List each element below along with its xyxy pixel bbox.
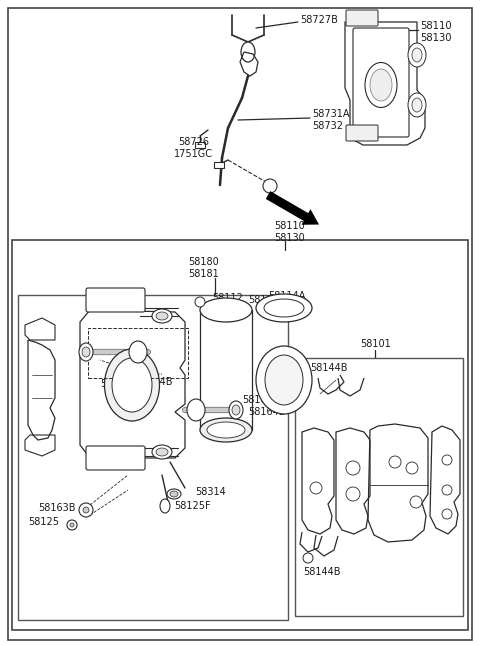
Ellipse shape (152, 445, 172, 459)
Bar (18, 295, 288, 620)
Ellipse shape (256, 294, 312, 322)
Circle shape (346, 461, 360, 475)
Text: 58727B: 58727B (300, 15, 338, 25)
Text: 58144B: 58144B (303, 567, 340, 577)
Ellipse shape (265, 355, 303, 405)
Ellipse shape (256, 346, 312, 414)
Circle shape (389, 456, 401, 468)
Bar (214, 162, 224, 168)
Circle shape (83, 507, 89, 513)
Text: 58164B: 58164B (248, 407, 286, 417)
Ellipse shape (408, 93, 426, 117)
Text: 58110: 58110 (420, 21, 452, 31)
Bar (195, 142, 205, 148)
Bar (12, 240, 468, 630)
Text: 58162B: 58162B (100, 379, 138, 389)
Ellipse shape (112, 358, 152, 412)
Ellipse shape (207, 422, 245, 438)
Circle shape (410, 496, 422, 508)
Text: 58163B: 58163B (38, 503, 75, 513)
Circle shape (442, 455, 452, 465)
FancyBboxPatch shape (86, 288, 145, 312)
Circle shape (67, 520, 77, 530)
Circle shape (442, 485, 452, 495)
Text: 58314: 58314 (195, 487, 226, 497)
Ellipse shape (229, 401, 243, 419)
Text: 58161B: 58161B (242, 395, 279, 405)
Text: 58180: 58180 (188, 257, 219, 267)
Circle shape (79, 503, 93, 517)
FancyBboxPatch shape (346, 125, 378, 141)
Circle shape (70, 523, 74, 527)
Ellipse shape (152, 309, 172, 323)
Text: 58101: 58101 (360, 339, 391, 349)
Text: 58726: 58726 (178, 137, 209, 147)
Text: 1751GC: 1751GC (174, 149, 213, 159)
Ellipse shape (170, 491, 178, 497)
Text: 58164B: 58164B (135, 377, 172, 387)
Text: 58732: 58732 (312, 121, 343, 131)
FancyBboxPatch shape (353, 28, 409, 137)
Circle shape (310, 482, 322, 494)
Ellipse shape (370, 69, 392, 101)
Ellipse shape (200, 418, 252, 442)
Circle shape (406, 462, 418, 474)
Text: 58125: 58125 (28, 517, 59, 527)
Ellipse shape (365, 63, 397, 107)
Ellipse shape (408, 43, 426, 67)
Text: 58181: 58181 (188, 269, 219, 279)
FancyArrow shape (266, 191, 319, 225)
Ellipse shape (79, 343, 93, 361)
Circle shape (263, 179, 277, 193)
Ellipse shape (156, 312, 168, 320)
Ellipse shape (241, 42, 255, 62)
Text: 58110: 58110 (274, 221, 305, 231)
Ellipse shape (129, 341, 147, 363)
Ellipse shape (82, 347, 90, 357)
Ellipse shape (264, 299, 304, 317)
Ellipse shape (412, 98, 422, 112)
Circle shape (442, 509, 452, 519)
Ellipse shape (156, 448, 168, 456)
Ellipse shape (232, 405, 240, 415)
Text: 58112: 58112 (212, 293, 243, 303)
Ellipse shape (187, 399, 205, 421)
Ellipse shape (412, 48, 422, 62)
Ellipse shape (200, 298, 252, 322)
Text: 58130: 58130 (420, 33, 452, 43)
Text: 58144B: 58144B (310, 363, 348, 373)
Ellipse shape (167, 489, 181, 499)
Text: 58731A: 58731A (312, 109, 349, 119)
Text: 58130: 58130 (274, 233, 305, 243)
Ellipse shape (105, 349, 159, 421)
Bar (295, 358, 463, 616)
Circle shape (303, 553, 313, 563)
Text: 58125F: 58125F (174, 501, 211, 511)
Ellipse shape (160, 499, 170, 513)
Bar (88, 328, 188, 378)
Text: 58113: 58113 (248, 295, 279, 305)
Text: 58114A: 58114A (268, 291, 305, 301)
FancyBboxPatch shape (86, 446, 145, 470)
Circle shape (346, 487, 360, 501)
FancyBboxPatch shape (346, 10, 378, 26)
Circle shape (195, 297, 205, 307)
